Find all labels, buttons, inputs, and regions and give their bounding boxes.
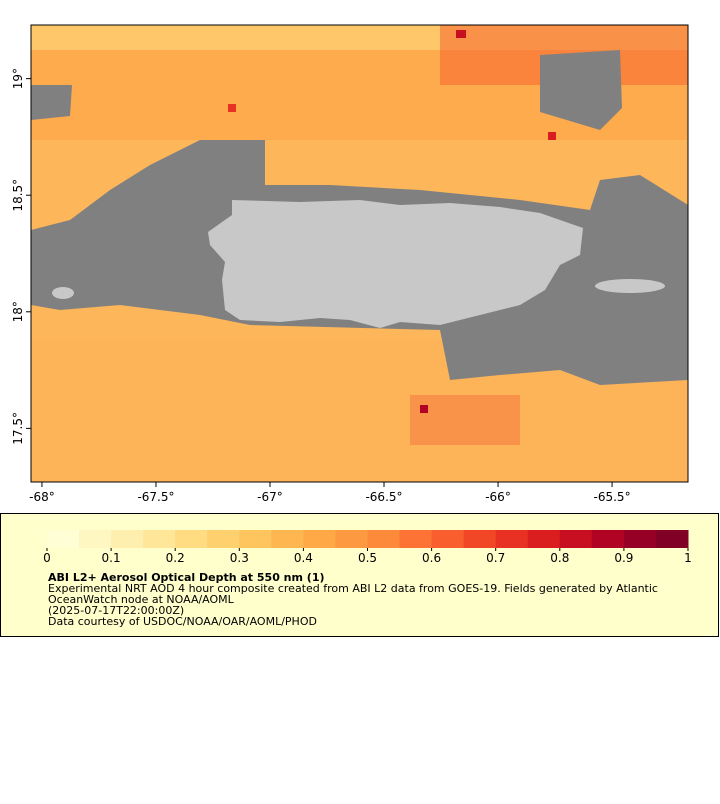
caption-line: Data courtesy of USDOC/NOAA/OAR/AOML/PHO…: [48, 615, 317, 628]
colorbar-tick-label: 0.6: [422, 551, 441, 565]
aod-field: [456, 30, 466, 38]
no-data: [540, 50, 622, 130]
colorbar-segment: [559, 530, 593, 548]
colorbar-segment: [303, 530, 336, 548]
colorbar-segment: [79, 530, 112, 548]
colorbar-segment: [335, 530, 368, 548]
colorbar-segment: [111, 530, 144, 548]
land: [208, 200, 583, 328]
land: [595, 279, 665, 293]
colorbar-tick-label: 0.1: [102, 551, 121, 565]
aod-field: [420, 405, 428, 413]
colorbar-segment: [143, 530, 176, 548]
x-tick-label: -67.5°: [137, 490, 174, 504]
colorbar-segment: [591, 530, 625, 548]
caption-title: ABI L2+ Aerosol Optical Depth at 550 nm …: [48, 571, 325, 584]
colorbar-segment: [495, 530, 529, 548]
colorbar-segment: [47, 530, 80, 548]
aod-field: [548, 132, 556, 140]
colorbar-segment: [207, 530, 240, 548]
colorbar-tick-label: 0: [43, 551, 51, 565]
x-tick-label: -65.5°: [594, 490, 631, 504]
y-tick-label: 18.5°: [11, 179, 25, 212]
colorbar-tick-label: 0.3: [230, 551, 249, 565]
aod-field: [228, 104, 236, 112]
colorbar-tick-label: 0.2: [166, 551, 185, 565]
colorbar-segment: [239, 530, 272, 548]
caption-line: (2025-07-17T22:00:00Z): [48, 604, 184, 617]
colorbar-tick-label: 1: [684, 551, 692, 565]
y-tick-label: 19°: [11, 68, 25, 89]
colorbar-segment: [271, 530, 304, 548]
colorbar-tick-label: 0.5: [358, 551, 377, 565]
no-data: [31, 85, 72, 120]
colorbar-segment: [431, 530, 465, 548]
x-tick-label: -67°: [257, 490, 283, 504]
colorbar-segment: [463, 530, 497, 548]
caption-line: OceanWatch node at NOAA/AOML: [48, 593, 235, 606]
colorbar-tick-label: 0.9: [614, 551, 633, 565]
colorbar-segment: [527, 530, 561, 548]
x-tick-label: -66°: [485, 490, 511, 504]
caption-line: Experimental NRT AOD 4 hour composite cr…: [48, 582, 658, 595]
y-tick-label: 17.5°: [11, 412, 25, 445]
x-tick-label: -68°: [29, 490, 55, 504]
colorbar-tick-label: 0.7: [486, 551, 505, 565]
colorbar-segment: [623, 530, 657, 548]
colorbar-tick-label: 0.8: [550, 551, 569, 565]
x-tick-label: -66.5°: [365, 490, 402, 504]
colorbar-segment: [655, 530, 689, 548]
y-tick-label: 18°: [11, 301, 25, 322]
land: [52, 287, 74, 299]
colorbar-segment: [367, 530, 401, 548]
colorbar-segment: [399, 530, 433, 548]
colorbar-tick-label: 0.4: [294, 551, 313, 565]
colorbar-segment: [175, 530, 208, 548]
map-raster: [30, 24, 689, 483]
map-frame: [30, 24, 689, 483]
